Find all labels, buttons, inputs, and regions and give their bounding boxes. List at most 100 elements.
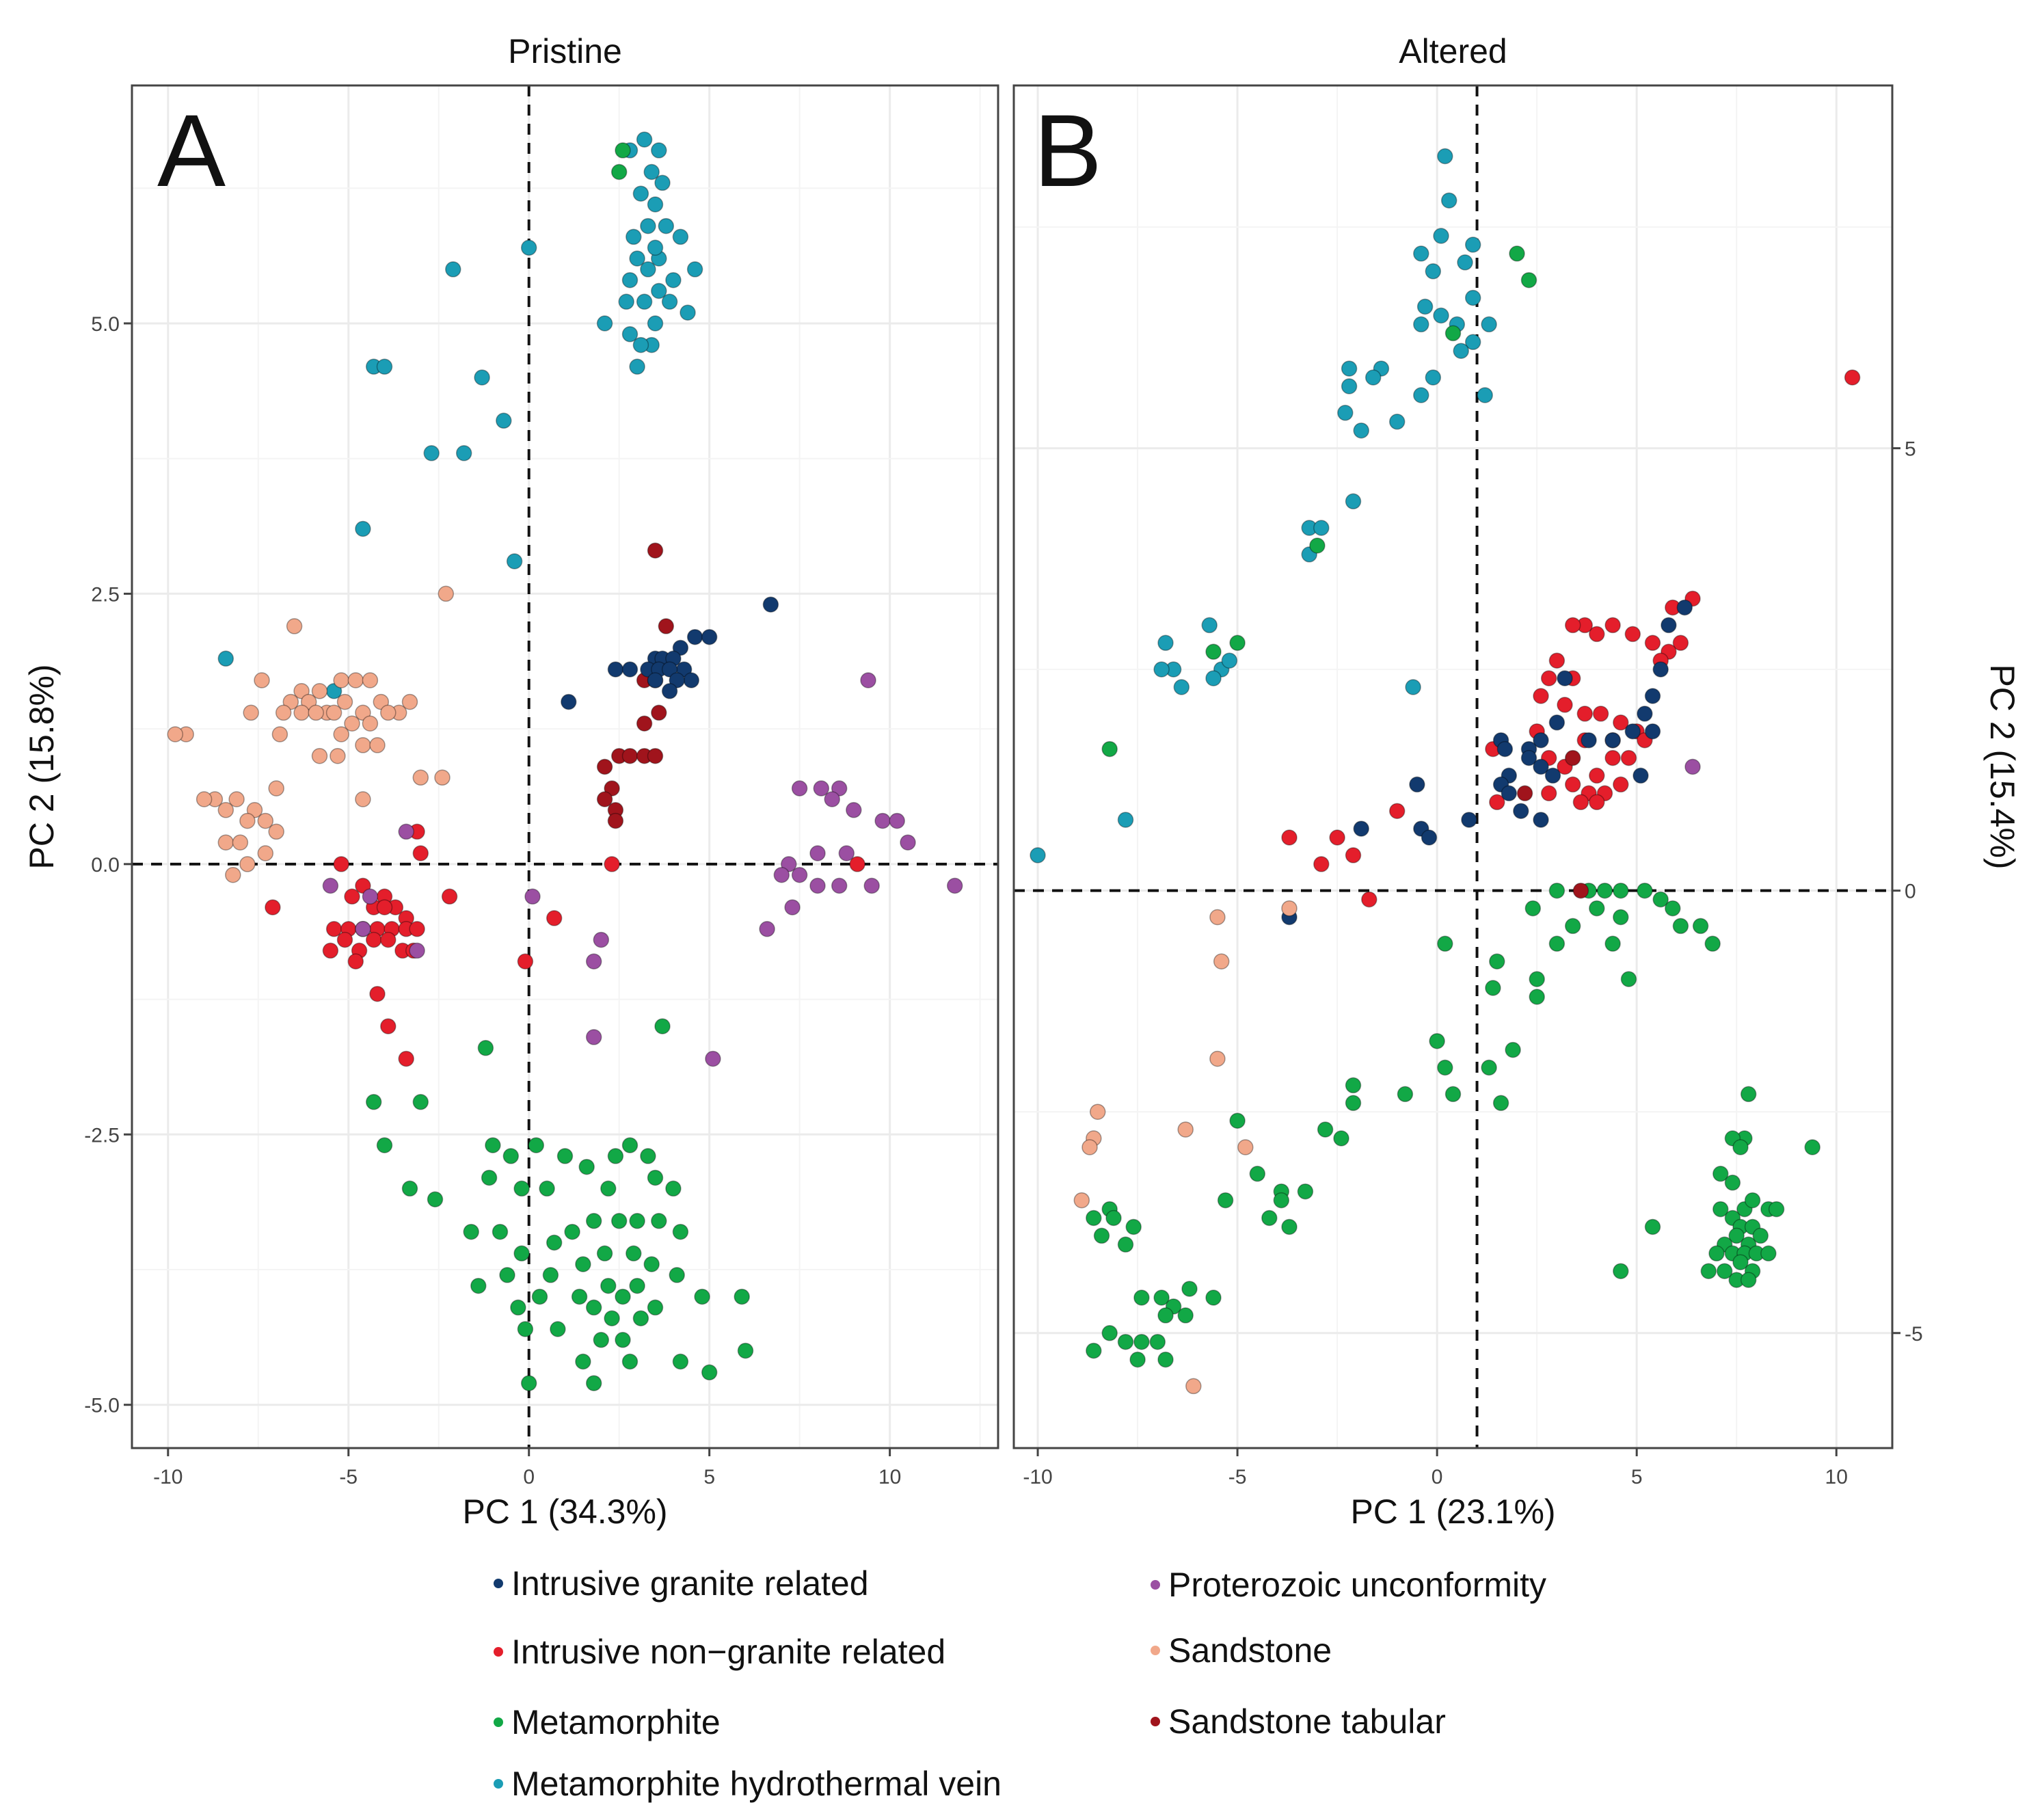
- data-point: [1481, 316, 1497, 333]
- panel-b-series-metamorphite: [1086, 245, 1820, 1368]
- data-point: [585, 1375, 602, 1391]
- data-point: [658, 618, 675, 634]
- data-point: [1533, 758, 1549, 775]
- data-point: [1157, 634, 1174, 652]
- data-point: [380, 931, 397, 948]
- data-point: [1073, 1192, 1090, 1209]
- panel-b-x-axis-title: PC 1 (23.1%): [1350, 1493, 1555, 1531]
- data-point: [1620, 749, 1637, 766]
- data-point: [1416, 298, 1434, 315]
- data-point: [773, 866, 790, 883]
- panel-a-series-sandstone: [167, 585, 455, 883]
- data-point: [1604, 935, 1621, 952]
- data-point: [362, 888, 379, 905]
- data-point: [647, 196, 664, 213]
- panel-a-y-tick-label: 2.5: [91, 583, 120, 606]
- data-point: [1409, 776, 1425, 793]
- data-point: [1637, 706, 1653, 722]
- data-point: [1345, 1095, 1362, 1112]
- data-point: [647, 1299, 664, 1316]
- data-point: [1589, 794, 1605, 811]
- data-point: [336, 931, 353, 948]
- legend-swatch-metamorphite-vein: [494, 1779, 503, 1789]
- data-point: [1564, 749, 1581, 766]
- data-point: [1485, 980, 1501, 996]
- data-point: [1520, 749, 1537, 766]
- data-point: [347, 672, 364, 688]
- data-point: [640, 261, 656, 278]
- data-point: [791, 866, 808, 883]
- data-point: [1313, 856, 1330, 872]
- data-point: [1397, 1086, 1414, 1103]
- data-point: [373, 693, 390, 710]
- data-point: [647, 239, 664, 256]
- data-point: [517, 953, 534, 969]
- data-point: [1341, 378, 1358, 394]
- data-point: [621, 1137, 639, 1153]
- data-point: [286, 618, 303, 634]
- legend-item-intrusive-granite: Intrusive granite related: [494, 1564, 869, 1603]
- data-point: [1117, 1333, 1134, 1350]
- data-point: [615, 1332, 631, 1348]
- data-point: [1596, 882, 1613, 899]
- data-point: [1229, 1112, 1246, 1129]
- data-point: [225, 866, 241, 883]
- panel-a-x-axis-title: PC 1 (34.3%): [462, 1493, 667, 1531]
- legend-label-sandstone: Sandstone: [1168, 1631, 1332, 1670]
- data-point: [1413, 316, 1429, 333]
- data-point: [1692, 918, 1709, 935]
- legend-label-intrusive-granite: Intrusive granite related: [511, 1564, 869, 1603]
- data-point: [1329, 829, 1345, 846]
- data-point: [1433, 228, 1449, 244]
- panel-a-series-intrusive-non-granite-related: [265, 823, 865, 1067]
- data-point: [600, 1180, 617, 1197]
- data-point: [672, 1223, 689, 1240]
- data-point: [1086, 1209, 1102, 1227]
- legend-item-intrusive-non-granite: Intrusive non−granite related: [494, 1633, 945, 1671]
- data-point: [1345, 1077, 1362, 1094]
- data-point: [661, 293, 678, 310]
- data-point: [1353, 820, 1369, 837]
- data-point: [665, 1180, 682, 1197]
- data-point: [434, 769, 451, 786]
- data-point: [513, 1245, 530, 1262]
- data-point: [1581, 732, 1597, 749]
- data-point: [1477, 387, 1493, 403]
- data-point: [282, 693, 299, 710]
- data-point: [1445, 1086, 1462, 1103]
- data-point: [626, 228, 642, 245]
- panel-b-letter: B: [1034, 93, 1102, 208]
- panel-a-series-metamorphite-hydrothermal-vein: [217, 131, 703, 699]
- data-point: [1181, 1281, 1198, 1297]
- data-point: [271, 726, 288, 742]
- data-point: [1281, 900, 1298, 917]
- data-point: [510, 1299, 526, 1316]
- data-point: [1620, 971, 1637, 987]
- data-point: [1604, 732, 1621, 749]
- data-point: [1464, 289, 1481, 306]
- data-point: [1665, 900, 1681, 917]
- data-point: [322, 942, 339, 959]
- panel-a-reference-lines: [132, 85, 998, 1448]
- data-point: [463, 1223, 479, 1240]
- legend-swatch-proterozoic: [1151, 1580, 1160, 1590]
- data-point: [1592, 706, 1609, 722]
- data-point: [1564, 617, 1581, 634]
- legend-item-metamorphite: Metamorphite: [494, 1703, 721, 1741]
- data-point: [311, 683, 328, 699]
- data-point: [1237, 1139, 1254, 1155]
- panel-a-gridlines: [132, 85, 998, 1448]
- data-point: [672, 1353, 689, 1370]
- data-point: [643, 163, 660, 180]
- panel-a-x-tick-label: 10: [878, 1466, 901, 1488]
- panel-a-x-tick-label: -5: [339, 1466, 358, 1488]
- data-point: [556, 1148, 574, 1164]
- data-point: [499, 1267, 515, 1283]
- panel-b-x-tick-label: 5: [1631, 1466, 1643, 1488]
- panel-a-y-tick-label: 0.0: [91, 854, 120, 876]
- data-point: [1520, 271, 1537, 289]
- data-point: [268, 823, 284, 840]
- data-point: [1661, 617, 1677, 634]
- data-point: [412, 769, 429, 786]
- data-point: [1589, 626, 1605, 643]
